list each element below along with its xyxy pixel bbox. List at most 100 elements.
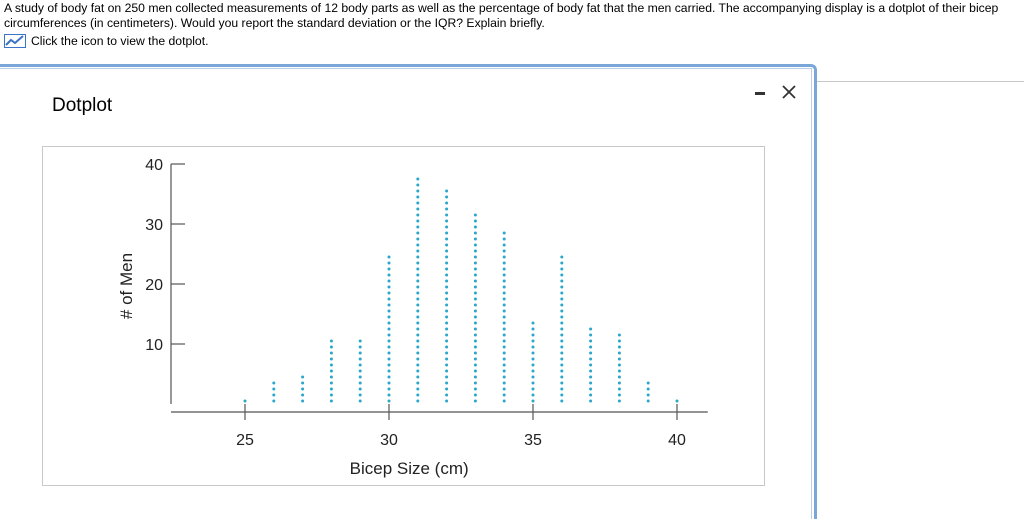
data-dot [387, 387, 391, 391]
minimize-icon[interactable] [753, 88, 767, 98]
data-dot [416, 261, 420, 265]
data-dot [358, 381, 362, 385]
data-dot [473, 297, 477, 301]
data-dot [445, 195, 449, 199]
view-dotplot-link-label[interactable]: Click the icon to view the dotplot. [31, 34, 209, 48]
data-dot [502, 327, 506, 331]
data-dot [445, 201, 449, 205]
data-dot [589, 357, 593, 361]
data-dot [416, 201, 420, 205]
data-dot [502, 345, 506, 349]
dialog-title: Dotplot [52, 95, 113, 116]
data-dot [589, 369, 593, 373]
data-dot [416, 279, 420, 283]
data-dot [617, 393, 621, 397]
data-dot [416, 285, 420, 289]
data-dot [387, 339, 391, 343]
data-dot [560, 339, 564, 343]
data-dot [387, 279, 391, 283]
data-dot [473, 243, 477, 247]
data-dot [502, 315, 506, 319]
data-dot [646, 399, 650, 403]
data-dot [502, 261, 506, 265]
data-dot [416, 339, 420, 343]
close-icon[interactable] [779, 82, 799, 102]
data-dot [502, 279, 506, 283]
data-dot [416, 321, 420, 325]
data-dot [502, 267, 506, 271]
data-dot [445, 363, 449, 367]
data-dot [502, 243, 506, 247]
data-dot [502, 321, 506, 325]
data-dot [502, 255, 506, 259]
data-dot [560, 273, 564, 277]
data-dot [617, 375, 621, 379]
data-dot [560, 381, 564, 385]
data-dot [560, 387, 564, 391]
data-dot [329, 393, 333, 397]
data-dot [589, 327, 593, 331]
data-dot [589, 339, 593, 343]
data-dot [502, 285, 506, 289]
data-dot [358, 351, 362, 355]
data-dot [560, 285, 564, 289]
data-dot [531, 393, 535, 397]
data-dot [531, 375, 535, 379]
data-dot [301, 375, 305, 379]
data-dot [358, 363, 362, 367]
chart-line-icon[interactable] [4, 34, 26, 48]
data-dot [387, 333, 391, 337]
data-dot [416, 363, 420, 367]
data-dot [473, 267, 477, 271]
dialog-frame-inner [0, 68, 812, 519]
data-dot [589, 393, 593, 397]
data-dot [560, 369, 564, 373]
data-dot [445, 267, 449, 271]
data-dot [329, 345, 333, 349]
data-dot [387, 267, 391, 271]
data-dot [445, 399, 449, 403]
data-dot [531, 363, 535, 367]
data-dot [445, 273, 449, 277]
data-dot [416, 237, 420, 241]
data-dot [358, 375, 362, 379]
data-dot [646, 393, 650, 397]
x-tick-label: 25 [236, 432, 254, 449]
data-dot [473, 285, 477, 289]
data-dot [416, 387, 420, 391]
data-dot [531, 327, 535, 331]
data-dot [387, 357, 391, 361]
data-dot [473, 231, 477, 235]
data-dot [617, 333, 621, 337]
data-dot [473, 351, 477, 355]
data-dot [445, 297, 449, 301]
data-dot [531, 369, 535, 373]
data-dot [416, 195, 420, 199]
data-dot [589, 351, 593, 355]
data-dot [445, 213, 449, 217]
data-dot [473, 237, 477, 241]
divider-line [817, 81, 1024, 82]
data-dot [272, 393, 276, 397]
data-dot [329, 363, 333, 367]
data-dot [531, 351, 535, 355]
data-dot [416, 273, 420, 277]
data-dot [416, 255, 420, 259]
data-dot [560, 255, 564, 259]
data-dot [502, 399, 506, 403]
data-dot [387, 309, 391, 313]
data-dot [531, 387, 535, 391]
data-dot [416, 333, 420, 337]
data-dot [560, 315, 564, 319]
view-dotplot-link[interactable]: Click the icon to view the dotplot. [4, 34, 209, 48]
data-dot [560, 297, 564, 301]
data-dot [560, 291, 564, 295]
data-dot [589, 333, 593, 337]
data-dot [416, 207, 420, 211]
y-tick-label: 30 [145, 217, 163, 234]
data-dot [445, 315, 449, 319]
data-dot [473, 375, 477, 379]
data-dot [531, 333, 535, 337]
data-dot [617, 363, 621, 367]
data-dot [502, 249, 506, 253]
